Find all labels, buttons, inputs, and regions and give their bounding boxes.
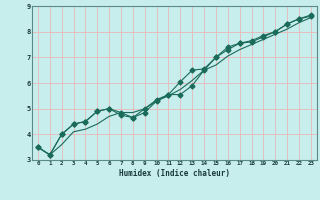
X-axis label: Humidex (Indice chaleur): Humidex (Indice chaleur) <box>119 169 230 178</box>
